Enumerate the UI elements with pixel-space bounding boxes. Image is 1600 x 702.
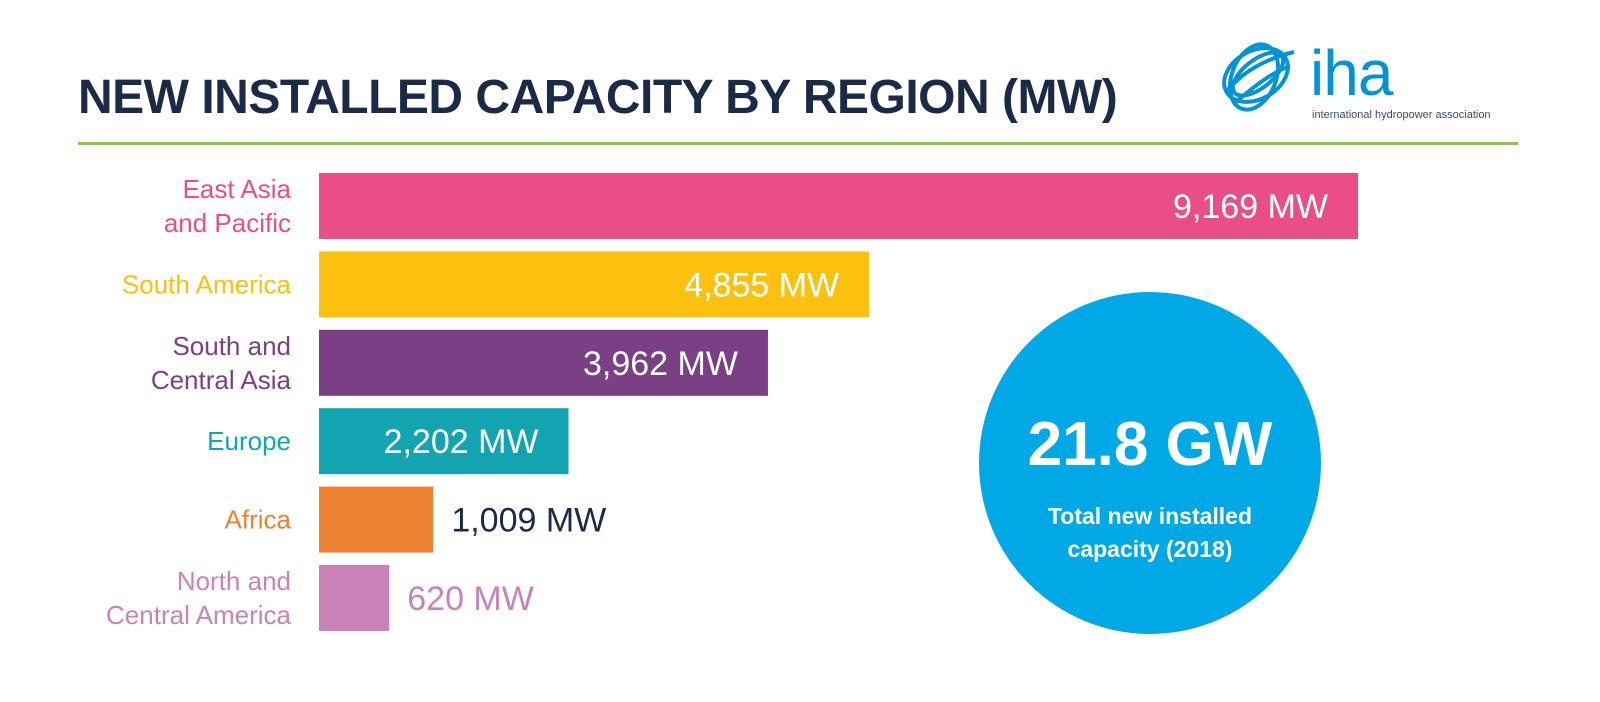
total-caption-line-1: Total new installed [1047,503,1253,529]
globe-icon [1222,42,1295,112]
value-label-1: 4,855 MW [684,266,839,304]
bar-2 [319,329,768,396]
total-capacity-circle: 21.8 GW Total new installed capacity (20… [979,292,1321,634]
value-label-0: 9,169 MW [1173,188,1328,226]
iha-logo[interactable]: iha international hydropower association [1214,30,1524,130]
bar-4 [319,486,434,553]
logo-wordmark: iha [1310,37,1393,109]
category-label-5: North and Central America [106,566,291,630]
total-capacity-value: 21.8 GW [1027,410,1273,479]
category-label-2-line-1: Central Asia [151,365,292,395]
category-label-1-line-0: South America [122,269,292,299]
title-underline [78,142,1518,145]
value-label-2: 3,962 MW [583,345,738,383]
category-label-0: East Asia and Pacific [164,174,292,238]
value-label-3: 2,202 MW [384,423,539,461]
category-label-4-line-0: Africa [225,505,292,535]
category-label-5-line-0: North and [177,566,291,596]
category-label-2-line-0: South and [172,331,291,361]
category-label-3-line-0: Europe [207,426,291,456]
category-label-4: Africa [225,505,292,535]
bar-1 [319,251,870,318]
category-label-3: Europe [207,426,291,456]
category-label-2: South and Central Asia [151,331,292,395]
total-capacity-caption: Total new installed capacity (2018) [1019,500,1281,566]
category-label-1: South America [122,269,292,299]
value-label-5: 620 MW [407,580,534,618]
category-label-0-line-1: and Pacific [164,208,291,238]
bar-0 [319,173,1358,239]
value-label-4: 1,009 MW [451,502,606,540]
category-label-5-line-1: Central America [106,600,291,630]
total-caption-line-2: capacity (2018) [1067,536,1233,562]
bar-5 [319,565,390,631]
category-label-0-line-0: East Asia [183,174,292,204]
logo-tagline: international hydropower association [1312,109,1491,121]
chart-title: NEW INSTALLED CAPACITY BY REGION (MW) [78,71,1118,124]
bar-3 [319,408,569,475]
